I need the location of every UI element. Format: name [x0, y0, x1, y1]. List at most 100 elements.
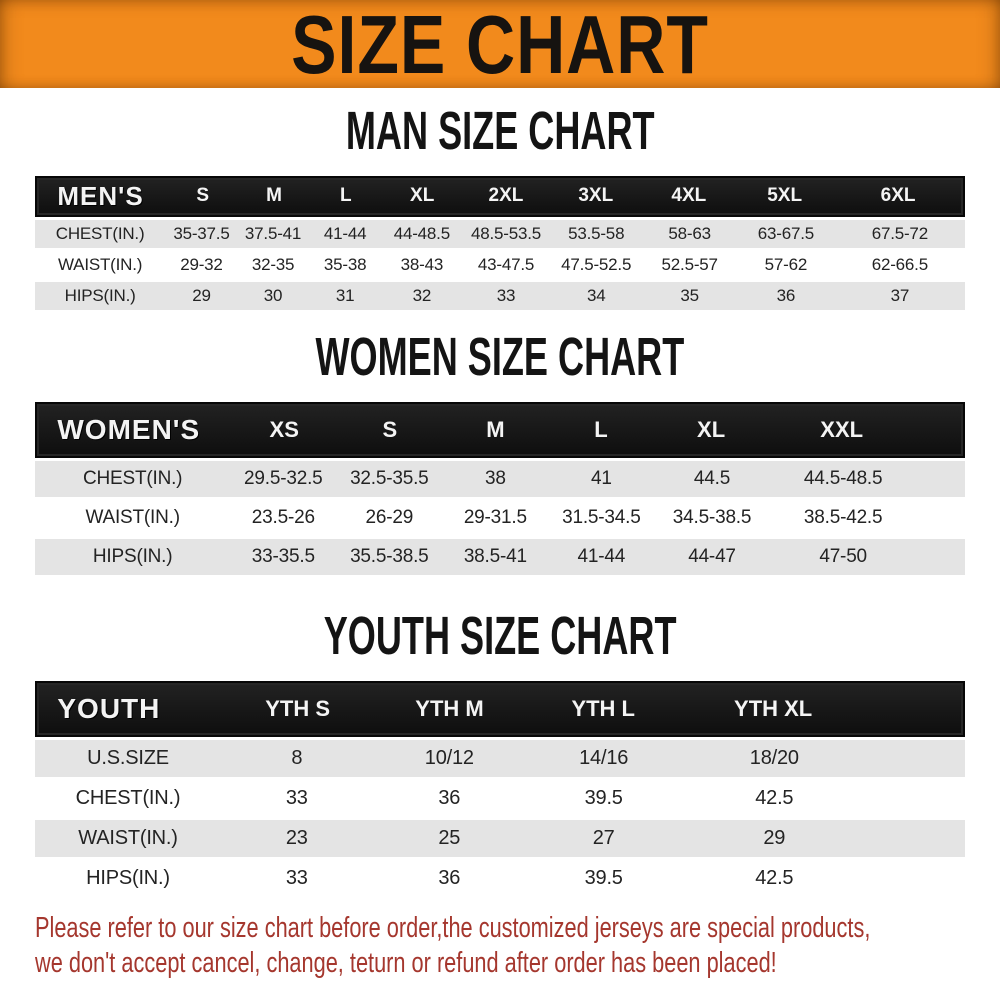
youth-size-table: YOUTH YTH S YTH M YTH L YTH XL U.S.SIZE 8 10/12… [35, 680, 965, 897]
youth-value-cell: 10/12 [424, 746, 474, 769]
women-size-column-header: L [594, 416, 608, 442]
women-value-cell: 33-35.5 [251, 545, 315, 567]
women-size-column-header: S [382, 416, 398, 442]
women-value-cell: 44.5-48.5 [803, 467, 883, 489]
women-row-chest-in: CHEST(IN.) 29.5-32.5 32.5-35.5 38 41 44.5 44.5… [35, 460, 965, 497]
men-value-cell: 53.5-58 [568, 223, 625, 243]
youth-row-label: HIPS(IN.) [86, 866, 170, 889]
youth-value-cell: 42.5 [755, 866, 794, 889]
women-size-column-header: XS [269, 416, 299, 442]
youth-row-filler [867, 860, 965, 897]
youth-row-label: CHEST(IN.) [75, 786, 181, 809]
women-row-filler [917, 461, 965, 497]
youth-row-label: U.S.SIZE [87, 746, 169, 769]
youth-table-header-label: YOUTH [57, 692, 161, 724]
men-value-cell: 33 [496, 285, 516, 305]
youth-value-cell: 25 [438, 826, 461, 849]
men-value-cell: 35 [680, 285, 699, 305]
banner-title: SIZE CHART [291, 0, 709, 91]
women-value-cell: 38 [484, 467, 506, 489]
youth-value-cell: 39.5 [584, 786, 623, 809]
women-table-header-row: WOMEN'S XS S M L XL XXL [35, 401, 965, 458]
men-row-chest-in: CHEST(IN.) 35-37.5 37.5-41 41-44 44-48.5 48.5… [35, 219, 965, 248]
women-row-filler [917, 539, 965, 575]
men-value-cell: 29 [192, 285, 211, 305]
youth-header-filler [866, 683, 963, 735]
youth-value-cell: 23 [285, 826, 308, 849]
youth-size-column-header: YTH L [571, 695, 635, 721]
women-row-waist-in: WAIST(IN.) 23.5-26 26-29 29-31.5 31.5-34.5 34… [35, 499, 965, 536]
women-value-cell: 38.5-41 [463, 545, 527, 567]
men-value-cell: 38-43 [400, 254, 444, 274]
women-value-cell: 23.5-26 [251, 506, 315, 528]
women-value-cell: 31.5-34.5 [562, 506, 641, 528]
youth-size-column-header: YTH M [415, 695, 484, 721]
men-value-cell: 32-35 [251, 254, 295, 274]
women-value-cell: 47-50 [819, 545, 867, 567]
women-row-label: WAIST(IN.) [85, 506, 180, 528]
women-section-title: WOMEN SIZE CHART [0, 327, 1000, 387]
order-notice-line1-text: Please refer to our size chart before or… [35, 911, 871, 944]
men-row-label: WAIST(IN.) [57, 254, 143, 274]
men-value-cell: 31 [335, 285, 355, 305]
youth-row-chest-in: CHEST(IN.) 33 36 39.5 42.5 [35, 779, 965, 817]
women-row-filler [917, 500, 965, 536]
youth-value-cell: 27 [592, 826, 615, 849]
youth-value-cell: 36 [438, 866, 461, 889]
men-row-label: CHEST(IN.) [55, 223, 145, 243]
men-row-waist-in: WAIST(IN.) 29-32 32-35 35-38 38-43 43-47.5 47.… [35, 250, 965, 279]
men-row-hips-in: HIPS(IN.) 29 30 31 32 33 34 35 36 37 [35, 281, 965, 310]
youth-section-title: YOUTH SIZE CHART [0, 606, 1000, 666]
youth-row-filler [867, 780, 965, 817]
youth-size-column-header: YTH S [265, 695, 331, 721]
youth-value-cell: 42.5 [755, 786, 794, 809]
men-size-column-header: 4XL [671, 185, 707, 207]
men-row-label: HIPS(IN.) [64, 285, 136, 305]
order-notice: Please refer to our size chart before or… [35, 911, 1000, 981]
men-value-cell: 34 [586, 285, 606, 305]
women-value-cell: 26-29 [365, 506, 414, 528]
women-size-column-header: XXL [820, 416, 864, 442]
order-notice-line1: Please refer to our size chart before or… [35, 911, 1000, 946]
women-value-cell: 41 [590, 467, 612, 489]
women-size-table: WOMEN'S XS S M L XL XXL CHEST(IN.) 29.5-32.5 32.5… [35, 401, 965, 575]
order-notice-line2-text: we don't accept cancel, change, teturn o… [35, 946, 777, 979]
men-size-column-header: 5XL [767, 185, 803, 207]
women-table-header-label: WOMEN'S [57, 413, 201, 445]
men-value-cell: 57-62 [764, 254, 808, 274]
women-size-section: WOMEN SIZE CHART WOMEN'S XS S M L XL XXL CHEST(… [0, 327, 1000, 575]
men-value-cell: 48.5-53.5 [470, 223, 542, 243]
youth-value-cell: 36 [438, 786, 461, 809]
youth-table-header-row: YOUTH YTH S YTH M YTH L YTH XL [35, 680, 965, 737]
women-header-filler [915, 404, 963, 456]
youth-size-column-header: YTH XL [734, 695, 813, 721]
men-size-column-header: L [339, 185, 352, 207]
women-row-hips-in: HIPS(IN.) 33-35.5 35.5-38.5 38.5-41 41-44 44-… [35, 538, 965, 575]
men-size-section: MAN SIZE CHART MEN'S S M L XL 2XL 3XL 4XL 5XL 6XL… [0, 102, 1000, 310]
youth-value-cell: 8 [291, 746, 303, 769]
men-value-cell: 67.5-72 [871, 223, 928, 243]
youth-row-label: WAIST(IN.) [78, 826, 178, 849]
men-value-cell: 35-37.5 [173, 223, 230, 243]
men-size-column-header: 3XL [578, 185, 614, 207]
order-notice-line2: we don't accept cancel, change, teturn o… [35, 946, 1000, 981]
youth-row-filler [867, 740, 965, 777]
women-row-label: HIPS(IN.) [92, 545, 173, 567]
women-row-label: CHEST(IN.) [82, 467, 183, 489]
men-value-cell: 44-48.5 [393, 223, 450, 243]
men-value-cell: 32 [412, 285, 432, 305]
youth-section-title-text: YOUTH SIZE CHART [323, 606, 677, 667]
youth-row-filler [867, 820, 965, 857]
men-value-cell: 58-63 [668, 223, 711, 243]
banner: SIZE CHART [0, 0, 1000, 90]
women-value-cell: 29-31.5 [463, 506, 527, 528]
men-value-cell: 29-32 [180, 254, 223, 274]
women-size-column-header: M [486, 416, 505, 442]
men-value-cell: 37.5-41 [244, 223, 302, 243]
youth-value-cell: 39.5 [584, 866, 623, 889]
youth-value-cell: 33 [285, 866, 308, 889]
men-table-header-label: MEN'S [57, 180, 144, 211]
men-size-column-header: 2XL [488, 185, 524, 207]
men-value-cell: 36 [776, 285, 796, 305]
